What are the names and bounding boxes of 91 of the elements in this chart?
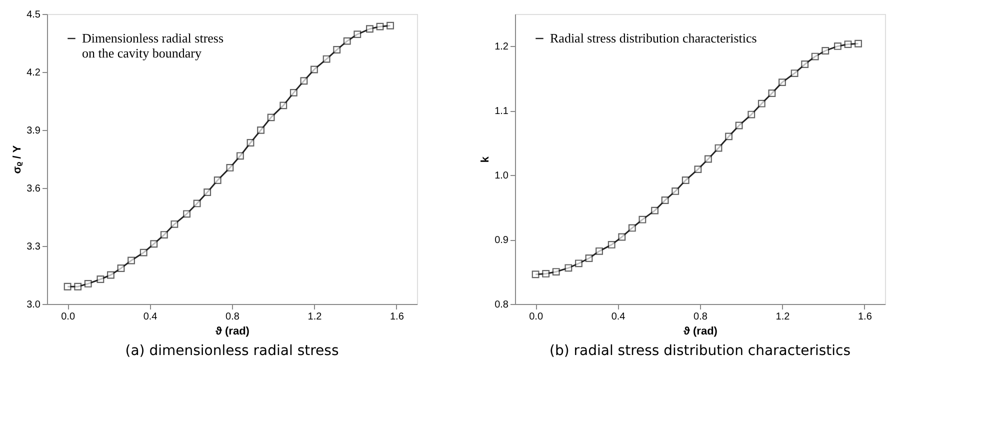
point bbox=[801, 60, 809, 68]
point bbox=[552, 268, 560, 276]
x-tick-label: 0.4 bbox=[143, 312, 158, 322]
x-tick-label: 1.6 bbox=[390, 312, 404, 322]
x-tick-label: 0.0 bbox=[529, 312, 544, 322]
x-tick-label: 0.0 bbox=[61, 312, 76, 322]
x-tick-label: 1.2 bbox=[308, 312, 322, 322]
y-tick-label: 1.2 bbox=[494, 42, 509, 53]
point bbox=[343, 37, 351, 45]
point bbox=[214, 176, 222, 184]
point bbox=[714, 144, 722, 152]
point bbox=[628, 224, 636, 232]
point bbox=[735, 122, 743, 130]
point bbox=[280, 102, 288, 110]
point bbox=[386, 22, 394, 30]
point bbox=[290, 88, 298, 96]
y-tick-label: 3.3 bbox=[26, 242, 41, 252]
point bbox=[140, 248, 148, 256]
y-tick-label: 3.0 bbox=[26, 300, 41, 310]
point bbox=[768, 90, 776, 97]
point bbox=[725, 132, 732, 140]
point bbox=[834, 42, 842, 50]
point bbox=[300, 77, 308, 85]
legend-label: Dimensionless radial stress on the cavity boundary bbox=[82, 30, 224, 60]
point bbox=[748, 110, 756, 118]
point bbox=[854, 40, 862, 48]
x-tick-label: 0.8 bbox=[694, 312, 708, 322]
point bbox=[672, 188, 680, 195]
x-tick-label: 0.4 bbox=[611, 312, 626, 322]
point bbox=[778, 78, 786, 86]
point bbox=[183, 210, 190, 218]
point bbox=[333, 46, 341, 54]
y-tick-label: 3.6 bbox=[26, 184, 41, 194]
point bbox=[618, 233, 626, 241]
y-axis-title: σᵨ / Y bbox=[12, 144, 24, 174]
y-tick-label: 0.8 bbox=[494, 300, 509, 310]
point bbox=[661, 196, 669, 204]
point bbox=[575, 260, 582, 268]
point bbox=[682, 176, 690, 184]
y-axis-title: k bbox=[480, 156, 492, 163]
point bbox=[694, 166, 702, 174]
point bbox=[844, 40, 852, 48]
point bbox=[310, 66, 318, 74]
x-tick-label: 0.8 bbox=[226, 312, 240, 322]
point bbox=[193, 200, 201, 208]
x-tick-label: 1.2 bbox=[776, 312, 790, 322]
point bbox=[170, 220, 178, 228]
point bbox=[596, 247, 603, 255]
point bbox=[236, 152, 244, 160]
y-tick-label: 1.0 bbox=[494, 170, 509, 182]
point bbox=[585, 254, 593, 262]
point bbox=[257, 126, 264, 134]
point bbox=[704, 155, 712, 163]
point bbox=[354, 30, 362, 38]
point bbox=[96, 276, 104, 283]
point bbox=[758, 100, 766, 108]
x-tick-label: 1.6 bbox=[858, 312, 872, 322]
point bbox=[107, 271, 114, 279]
point bbox=[226, 164, 234, 172]
text: (b) radial stress distribution characteristics bbox=[550, 343, 850, 359]
point bbox=[366, 25, 374, 33]
point bbox=[811, 52, 819, 60]
point bbox=[608, 241, 616, 248]
point bbox=[74, 282, 82, 290]
legend-label: Radial stress distribution characteristics bbox=[550, 30, 757, 46]
point bbox=[204, 188, 212, 196]
x-axis-title: ϑ (rad) bbox=[216, 326, 250, 338]
point bbox=[128, 256, 135, 264]
point bbox=[322, 55, 330, 63]
y-tick-label: 0.9 bbox=[494, 235, 509, 246]
point bbox=[246, 139, 254, 146]
point bbox=[822, 47, 830, 54]
point bbox=[564, 264, 572, 272]
point bbox=[376, 22, 384, 30]
point bbox=[542, 270, 550, 278]
point bbox=[651, 206, 658, 214]
point bbox=[150, 240, 158, 248]
y-tick-label: 3.9 bbox=[26, 126, 41, 136]
point bbox=[64, 282, 72, 290]
point bbox=[267, 114, 275, 122]
point bbox=[84, 280, 92, 288]
y-tick-label: 4.2 bbox=[26, 68, 41, 78]
point bbox=[160, 231, 168, 238]
y-tick-label: 4.5 bbox=[26, 10, 41, 20]
point bbox=[790, 70, 798, 77]
point bbox=[638, 216, 646, 224]
point bbox=[532, 270, 540, 278]
text: (a) dimensionless radial stress bbox=[125, 343, 339, 359]
point bbox=[117, 264, 125, 272]
x-axis-title: ϑ (rad) bbox=[684, 326, 718, 338]
y-tick-label: 1.1 bbox=[494, 106, 509, 118]
